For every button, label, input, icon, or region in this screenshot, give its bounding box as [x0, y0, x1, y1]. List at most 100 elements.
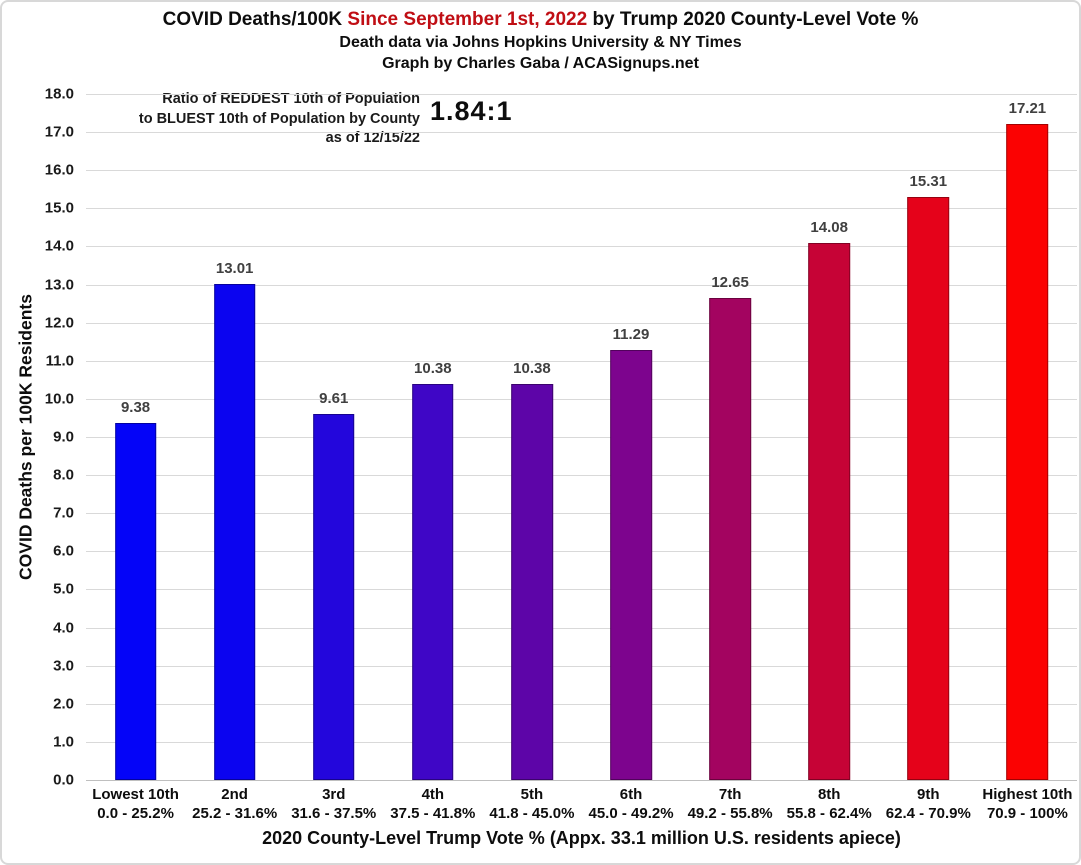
x-tick-range: 49.2 - 55.8%: [687, 805, 773, 822]
x-axis-labels: Lowest 10th 0.0 - 25.2% 2nd 25.2 - 31.6% 3rd…: [86, 785, 1077, 823]
bar-series: 9.38 13.01 9.61 10.38 10.38 11.29 12.65 14.08 15…: [86, 94, 1077, 780]
bar-slot: 9.38: [86, 94, 185, 780]
y-tick-label: 18.0: [44, 85, 74, 103]
y-tick-label: 5.0: [53, 580, 74, 598]
bar-3rd: [312, 413, 355, 780]
plot-area: 9.38 13.01 9.61 10.38 10.38 11.29 12.65 14.08 15…: [86, 94, 1077, 781]
x-tick-label: 5th 41.8 - 45.0%: [482, 785, 581, 823]
y-tick-label: 6.0: [53, 542, 74, 560]
bar-slot: 15.31: [879, 94, 978, 780]
gridline: [86, 475, 1077, 477]
y-tick-label: 8.0: [53, 466, 74, 484]
y-tick-label: 4.0: [53, 619, 74, 637]
y-tick-label: 7.0: [53, 504, 74, 522]
x-tick-tier: 9th: [917, 786, 940, 803]
bar-slot: 10.38: [482, 94, 581, 780]
bar-slot: 9.61: [284, 94, 383, 780]
gridline: [86, 208, 1077, 210]
bar-Lowest 10th: [114, 422, 157, 780]
x-tick-label: Lowest 10th 0.0 - 25.2%: [86, 785, 185, 823]
ratio-annotation-line1: Ratio of REDDEST 10th of Population: [162, 91, 420, 107]
gridline: [86, 627, 1077, 629]
y-tick-label: 3.0: [53, 657, 74, 675]
gridline: [86, 780, 1077, 781]
bar-value-label: 12.65: [711, 273, 749, 291]
y-tick-label: 11.0: [45, 352, 74, 370]
gridline: [86, 437, 1077, 438]
bar-slot: 11.29: [581, 94, 680, 780]
x-tick-tier: 3rd: [322, 786, 346, 803]
gridline: [86, 94, 1077, 95]
bar-value-label: 9.61: [319, 389, 349, 407]
y-tick-label: 9.0: [53, 428, 74, 446]
x-tick-label: 3rd 31.6 - 37.5%: [284, 785, 383, 823]
x-tick-label: 7th 49.2 - 55.8%: [681, 785, 780, 823]
bar-slot: 13.01: [185, 94, 284, 780]
gridline: [86, 284, 1077, 286]
y-tick-label: 16.0: [44, 161, 74, 179]
x-tick-range: 0.0 - 25.2%: [97, 805, 174, 822]
y-tick-label: 14.0: [44, 237, 74, 255]
bar-Highest 10th: [1006, 124, 1049, 780]
chart-subtitle-source: Death data via Johns Hopkins University …: [339, 34, 742, 51]
bar-6th: [610, 349, 652, 780]
ratio-annotation-line2: to BLUEST 10th of Population by County: [138, 110, 420, 127]
x-tick-range: 70.9 - 100%: [986, 805, 1068, 822]
x-tick-tier: 4th: [421, 786, 445, 803]
gridline: [86, 322, 1077, 324]
bar-slot: 10.38: [383, 94, 482, 780]
bar-value-label: 9.38: [120, 398, 151, 416]
y-tick-label: 13.0: [44, 276, 74, 294]
gridline: [86, 589, 1077, 591]
y-tick-label: 15.0: [44, 199, 74, 217]
chart-title-part2: by Trump 2020 County-Level Vote %: [587, 9, 919, 30]
x-tick-label: 4th 37.5 - 41.8%: [383, 785, 482, 823]
bar-9th: [907, 196, 950, 780]
x-tick-range: 41.8 - 45.0%: [489, 805, 575, 822]
gridline: [86, 741, 1077, 743]
y-tick-label: 17.0: [44, 123, 74, 141]
gridline: [86, 360, 1077, 362]
gridline: [86, 551, 1077, 553]
bar-value-label: 10.38: [513, 360, 551, 378]
x-tick-label: 2nd 25.2 - 31.6%: [185, 785, 284, 823]
bar-value-label: 14.08: [810, 219, 848, 237]
bar-2nd: [213, 284, 256, 780]
bar-value-label: 10.38: [414, 360, 452, 378]
y-tick-label: 12.0: [44, 314, 74, 332]
x-tick-range: 62.4 - 70.9%: [885, 805, 971, 822]
bar-value-label: 13.01: [215, 260, 254, 278]
x-tick-label: Highest 10th 70.9 - 100%: [978, 785, 1077, 823]
ratio-annotation: Ratio of REDDEST 10th of Population to B…: [100, 90, 420, 149]
y-tick-label: 0.0: [53, 771, 74, 789]
chart-title-part1: COVID Deaths/100K: [162, 9, 348, 30]
bar-slot: 17.21: [978, 94, 1077, 780]
gridline: [86, 665, 1077, 667]
gridline: [86, 170, 1077, 172]
x-tick-tier: 8th: [817, 786, 841, 803]
bar-8th: [808, 243, 851, 780]
y-tick-label: 2.0: [53, 695, 74, 713]
x-tick-range: 55.8 - 62.4%: [786, 805, 872, 822]
x-tick-tier: 6th: [619, 786, 643, 803]
y-axis-ticks: 0.0 1.0 2.0 3.0 4.0 5.0 6.0 7.0 8.0 9.0 10.0 11.0 12…: [2, 86, 74, 789]
x-tick-tier: Lowest 10th: [92, 786, 179, 803]
x-tick-label: 6th 45.0 - 49.2%: [581, 785, 680, 823]
ratio-annotation-line3: as of 12/15/22: [325, 130, 420, 146]
bar-slot: 14.08: [780, 94, 879, 780]
chart-title-highlight: Since September 1st, 2022: [347, 9, 588, 30]
y-tick-label: 10.0: [44, 390, 74, 408]
x-tick-label: 9th 62.4 - 70.9%: [879, 785, 978, 823]
x-tick-tier: 2nd: [221, 786, 248, 803]
bar-7th: [709, 297, 751, 780]
chart-title: COVID Deaths/100K Since September 1st, 2…: [2, 9, 1079, 31]
bar-5th: [511, 384, 553, 780]
gridline: [86, 513, 1077, 515]
x-tick-tier: Highest 10th: [982, 786, 1073, 803]
bar-value-label: 11.29: [612, 325, 650, 343]
chart-title-block: COVID Deaths/100K Since September 1st, 2…: [2, 9, 1079, 73]
x-tick-range: 31.6 - 37.5%: [291, 805, 377, 822]
bar-value-label: 15.31: [909, 172, 948, 190]
gridline: [86, 398, 1077, 400]
